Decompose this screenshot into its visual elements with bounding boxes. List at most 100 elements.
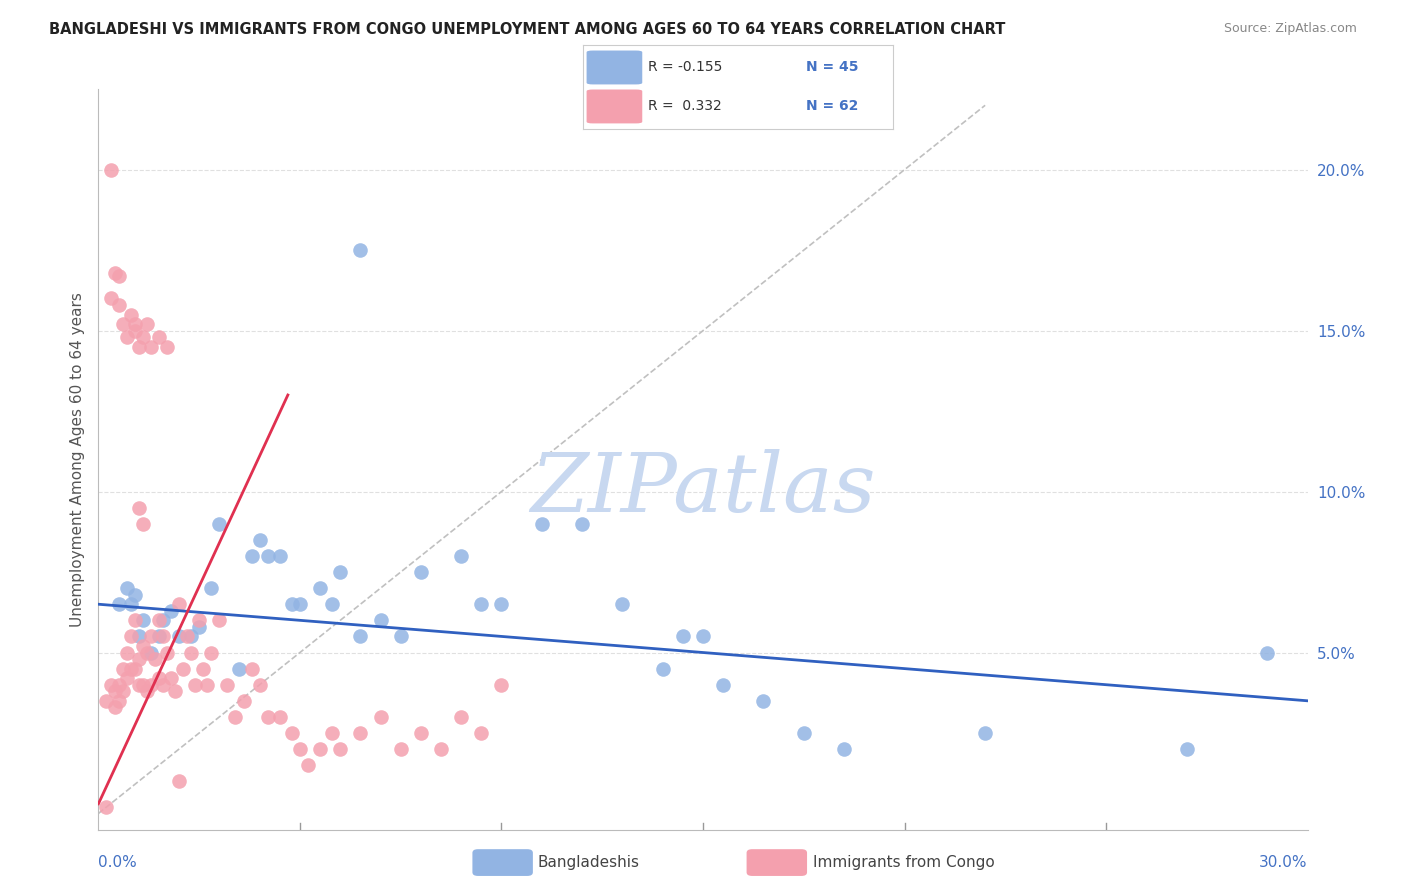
Point [309,581,332,595]
Point [120,629,142,643]
Point [208,613,231,627]
Point [450,710,472,724]
Point [240,549,263,563]
Point [115,581,138,595]
Point [217,678,239,692]
Point [228,662,250,676]
Y-axis label: Unemployment Among Ages 60 to 64 years: Unemployment Among Ages 60 to 64 years [69,292,84,627]
Point [793,726,815,740]
Point [430,742,453,756]
Text: Immigrants from Congo: Immigrants from Congo [813,855,994,870]
Point [651,662,673,676]
Point [195,678,218,692]
Point [124,588,146,602]
Point [1175,742,1198,756]
Point [389,629,412,643]
Point [249,533,271,547]
Point [135,646,157,660]
Point [409,726,432,740]
Point [256,549,278,563]
Point [176,629,198,643]
Point [111,684,134,698]
Point [107,597,129,611]
Point [832,742,855,756]
Point [470,726,492,740]
Point [491,678,513,692]
Point [752,694,775,708]
Point [692,629,714,643]
Point [115,330,138,344]
Point [288,597,311,611]
Point [349,726,371,740]
Point [163,684,186,698]
FancyBboxPatch shape [586,51,643,85]
Point [450,549,472,563]
Text: R = -0.155: R = -0.155 [648,61,723,74]
Point [321,726,343,740]
Point [297,758,319,772]
Point [143,652,166,666]
Point [115,646,138,660]
Point [96,694,118,708]
Point [148,671,170,685]
Point [152,678,174,692]
Text: Source: ZipAtlas.com: Source: ZipAtlas.com [1223,22,1357,36]
Point [120,308,142,322]
Point [103,684,125,698]
Point [139,340,162,354]
Point [124,613,146,627]
Text: R =  0.332: R = 0.332 [648,100,723,113]
Point [156,646,179,660]
Point [612,597,634,611]
Point [128,500,150,515]
Point [349,629,371,643]
Point [711,678,734,692]
Point [530,516,553,531]
Point [128,652,150,666]
Point [128,678,150,692]
Point [128,340,150,354]
Point [132,639,155,653]
Point [135,317,157,331]
Point [208,516,231,531]
Text: BANGLADESHI VS IMMIGRANTS FROM CONGO UNEMPLOYMENT AMONG AGES 60 TO 64 YEARS CORR: BANGLADESHI VS IMMIGRANTS FROM CONGO UNE… [49,22,1005,37]
Point [1256,646,1278,660]
Text: 30.0%: 30.0% [1260,855,1308,871]
Point [200,581,222,595]
Point [139,678,162,692]
FancyBboxPatch shape [586,89,643,123]
Point [672,629,695,643]
Point [370,613,392,627]
Point [200,646,222,660]
Point [167,597,190,611]
Point [107,298,129,312]
Text: ZIPatlas: ZIPatlas [530,449,876,529]
Point [124,317,146,331]
Point [148,330,170,344]
Point [124,662,146,676]
Point [156,340,179,354]
Point [107,678,129,692]
Point [120,662,142,676]
Point [100,292,122,306]
Point [107,268,129,283]
Point [107,694,129,708]
Text: Bangladeshis: Bangladeshis [537,855,640,870]
Point [103,700,125,714]
Point [249,678,271,692]
Point [132,613,155,627]
Point [115,671,138,685]
Point [309,742,332,756]
Text: N = 62: N = 62 [806,100,859,113]
Point [167,629,190,643]
Point [240,662,263,676]
Point [124,324,146,338]
Text: N = 45: N = 45 [806,61,859,74]
Point [389,742,412,756]
Point [409,565,432,579]
Point [152,613,174,627]
Point [172,662,194,676]
Point [281,597,304,611]
Point [100,678,122,692]
Point [974,726,997,740]
